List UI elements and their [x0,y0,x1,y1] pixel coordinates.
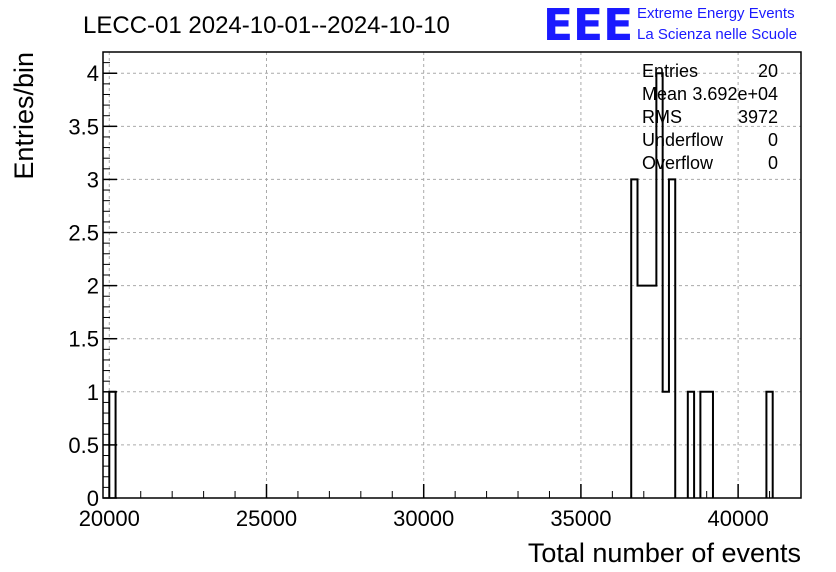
stats-box: Entries 20 Mean 3.692e+04 RMS 3972 Underflow 0 O… [642,61,778,173]
chart-title: LECC-01 2024-10-01--2024-10-10 [83,12,450,39]
stats-value: 0 [768,130,778,150]
x-tick-labels: 20000 25000 30000 35000 40000 [79,506,769,531]
stats-value: 3972 [738,107,778,127]
y-tick-label: 0 [87,486,99,511]
stats-value: 0 [768,153,778,173]
grid-lines [103,52,801,498]
plot-frame [102,51,802,499]
y-tick-labels: 0 0.5 1 1.5 2 2.5 3 3.5 4 [68,61,99,511]
x-tick-label: 35000 [550,506,611,531]
stats-label: Mean [642,84,687,104]
stats-label: Underflow [642,130,724,150]
stats-label: Overflow [642,153,714,173]
y-tick-label: 3.5 [68,114,99,139]
x-axis-title: Total number of events [528,538,801,568]
y-tick-label: 4 [87,61,99,86]
eee-logo: EEE Extreme Energy Events La Scienza nel… [543,0,797,51]
y-tick-label: 2 [87,274,99,299]
y-tick-label: 3 [87,167,99,192]
logo-line2: La Scienza nelle Scuole [637,26,797,43]
y-tick-label: 2.5 [68,221,99,246]
y-tick-label: 1.5 [68,327,99,352]
logo-line1: Extreme Energy Events [637,5,795,22]
x-tick-label: 30000 [393,506,454,531]
stats-value: 20 [758,61,778,81]
x-tick-label: 20000 [79,506,140,531]
y-axis-title: Entries/bin [9,52,39,180]
stats-label: RMS [642,107,682,127]
logo-mark: EEE [543,0,633,51]
stats-label: Entries [642,61,698,81]
y-tick-label: 1 [87,380,99,405]
axis-ticks [103,51,802,499]
y-tick-label: 0.5 [68,433,99,458]
x-tick-label: 40000 [708,506,769,531]
x-tick-label: 25000 [236,506,297,531]
stats-value: 3.692e+04 [692,84,778,104]
